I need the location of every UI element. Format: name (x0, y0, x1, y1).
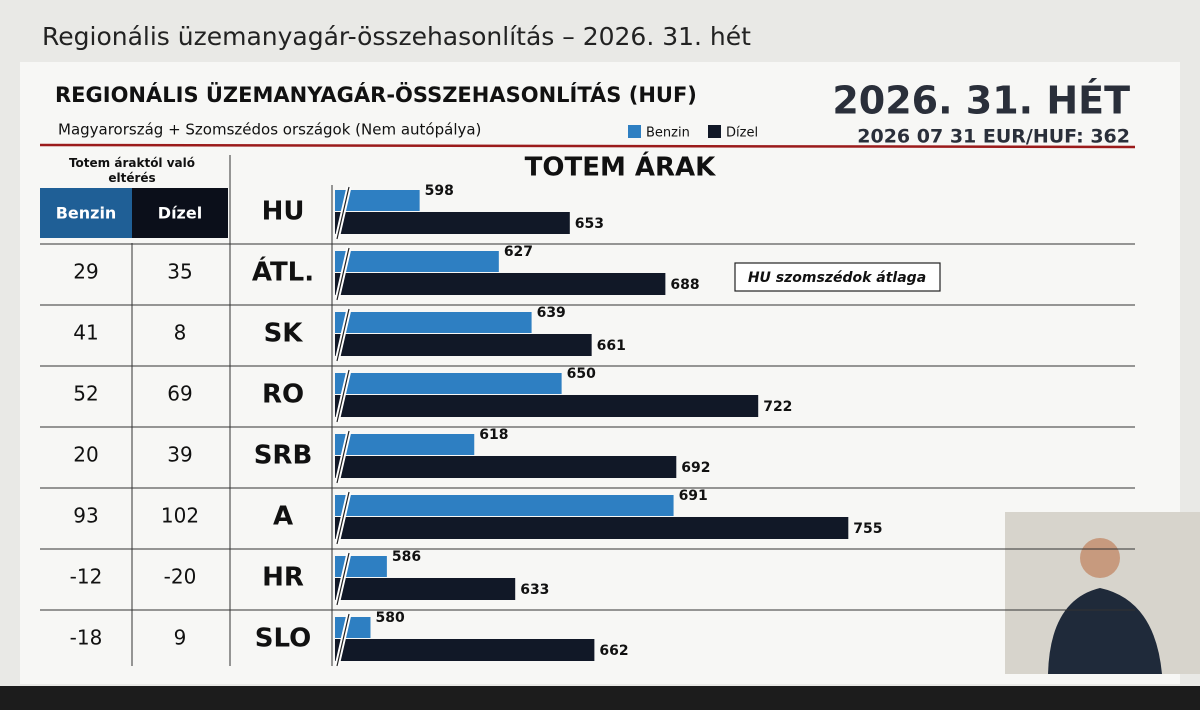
value-label: 633 (520, 582, 549, 598)
bar (335, 334, 592, 356)
table-cell: -12 (70, 565, 103, 589)
category-label: SRB (254, 441, 313, 471)
table-header-cell (40, 188, 132, 238)
rate: 2026 07 31 EUR/HUF: 362 (857, 126, 1130, 148)
week: 2026. 31. HÉT (832, 79, 1130, 123)
value-label: 580 (375, 610, 404, 626)
value-label: 661 (597, 338, 626, 354)
category-label: A (273, 502, 293, 532)
bar (335, 578, 516, 600)
axis-break (336, 247, 350, 301)
bar (335, 312, 532, 333)
table-header-label: Benzin (56, 204, 117, 223)
value-label: 688 (670, 277, 699, 293)
axis-break (336, 613, 350, 667)
axis-break (336, 430, 350, 484)
table-cell: -18 (70, 626, 103, 650)
table-cell: 8 (174, 321, 187, 345)
table-cell: 9 (174, 626, 187, 650)
axis-break (336, 369, 350, 423)
table-cell: 41 (73, 321, 98, 345)
table-cell: 93 (73, 504, 98, 528)
table-caption: Totem áraktól való eltérés (69, 156, 195, 185)
slide-title: REGIONÁLIS ÜZEMANYAGÁR-ÖSSZEHASONLÍTÁS (… (55, 82, 697, 107)
axis-break (336, 552, 350, 606)
bar (335, 517, 849, 539)
table-cell: 29 (73, 260, 98, 284)
axis-break (336, 186, 350, 240)
category-label: HU (262, 197, 305, 227)
bar (335, 212, 570, 234)
annotation-box (734, 262, 941, 292)
value-label: 618 (479, 427, 508, 443)
bar (335, 251, 499, 272)
value-label: 755 (853, 521, 882, 537)
table-cell: 69 (167, 382, 192, 406)
slide (20, 62, 1180, 684)
value-label: 598 (425, 183, 454, 199)
table-header-cell (132, 188, 228, 238)
legend-swatch (708, 125, 721, 138)
bottom-bar (0, 686, 1200, 710)
legend-label: Benzin (646, 126, 690, 141)
category-label: SK (264, 319, 304, 349)
person-head (1080, 538, 1120, 578)
value-label: 627 (504, 244, 533, 260)
bar (335, 434, 475, 455)
bar (335, 373, 562, 394)
table-cell: 39 (167, 443, 192, 467)
bar (335, 639, 595, 661)
bar (335, 395, 759, 417)
chart-title: TOTEM ÁRAK (525, 151, 717, 183)
page-title: Regionális üzemanyagár-összehasonlítás –… (42, 22, 751, 51)
axis-break (336, 308, 350, 362)
table-cell: -20 (164, 565, 197, 589)
legend-swatch (628, 125, 641, 138)
value-label: 650 (567, 366, 596, 382)
value-label: 653 (575, 216, 604, 232)
bar (335, 273, 666, 295)
category-label: RO (262, 380, 304, 410)
value-label: 722 (763, 399, 792, 415)
bar (335, 495, 674, 516)
bar (335, 617, 371, 638)
value-label: 639 (537, 305, 566, 321)
table-cell: 102 (161, 504, 199, 528)
bar (335, 190, 420, 211)
header-rule (39, 143, 1136, 149)
annotation: HU szomszédok átlaga (748, 270, 926, 286)
table-cell: 35 (167, 260, 192, 284)
value-label: 692 (681, 460, 710, 476)
axis-break (336, 491, 350, 545)
value-label: 691 (679, 488, 708, 504)
bar (335, 456, 677, 478)
table-cell: 52 (73, 382, 98, 406)
legend-label: Dízel (726, 126, 758, 141)
slide-subtitle: Magyarország + Szomszédos országok (Nem … (58, 121, 481, 139)
category-label: HR (262, 563, 304, 593)
pip-video (1005, 512, 1200, 674)
category-label: ÁTL. (252, 256, 314, 288)
category-label: SLO (255, 624, 311, 654)
value-label: 586 (392, 549, 421, 565)
table-cell: 20 (73, 443, 98, 467)
value-label: 662 (599, 643, 628, 659)
table-header-label: Dízel (158, 204, 202, 223)
